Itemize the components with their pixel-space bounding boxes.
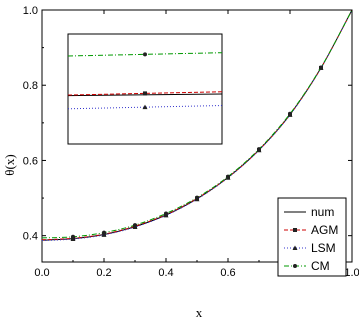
marker-star	[195, 195, 199, 200]
marker-star	[288, 111, 292, 116]
x-axis-label: x	[196, 305, 203, 320]
x-tick-label: 0.4	[158, 267, 173, 279]
series-lines	[41, 9, 353, 242]
marker-star	[226, 174, 230, 179]
marker-star	[164, 211, 168, 216]
legend-label-agm: AGM	[311, 223, 338, 237]
legend-box	[277, 197, 347, 277]
y-tick-label: 0.6	[23, 155, 38, 167]
x-tick-label: 0.2	[96, 267, 111, 279]
x-tick-label: 0.0	[34, 267, 49, 279]
inset-plot	[67, 33, 223, 145]
marker-star	[133, 223, 137, 228]
marker-star	[102, 230, 106, 235]
marker-star	[143, 52, 147, 57]
axis-ticks: 0.00.20.40.60.81.00.40.60.81.0	[23, 5, 359, 279]
legend: num AGM LSM CM	[277, 197, 347, 277]
marker-square	[293, 228, 297, 232]
legend-label-cm: CM	[311, 259, 330, 273]
y-tick-label: 0.4	[23, 231, 38, 243]
y-tick-label: 1.0	[23, 5, 38, 17]
y-axis-label: θ(x)	[2, 154, 17, 175]
x-tick-label: 1.0	[344, 267, 359, 279]
legend-label-lsm: LSM	[311, 241, 336, 255]
x-tick-label: 0.6	[220, 267, 235, 279]
marker-triangle	[142, 104, 148, 110]
marker-triangle	[292, 245, 298, 250]
inset-frame	[67, 33, 223, 145]
marker-star	[293, 264, 297, 268]
marker-star	[319, 65, 323, 70]
marker-square	[143, 91, 147, 96]
inset-line-agm	[67, 91, 223, 96]
marker-triangle	[70, 236, 76, 242]
legend-label-num: num	[311, 205, 334, 219]
marker-star	[257, 147, 261, 152]
y-tick-label: 0.8	[23, 80, 38, 92]
marker-triangle	[101, 232, 107, 237]
marker-star	[71, 234, 75, 239]
